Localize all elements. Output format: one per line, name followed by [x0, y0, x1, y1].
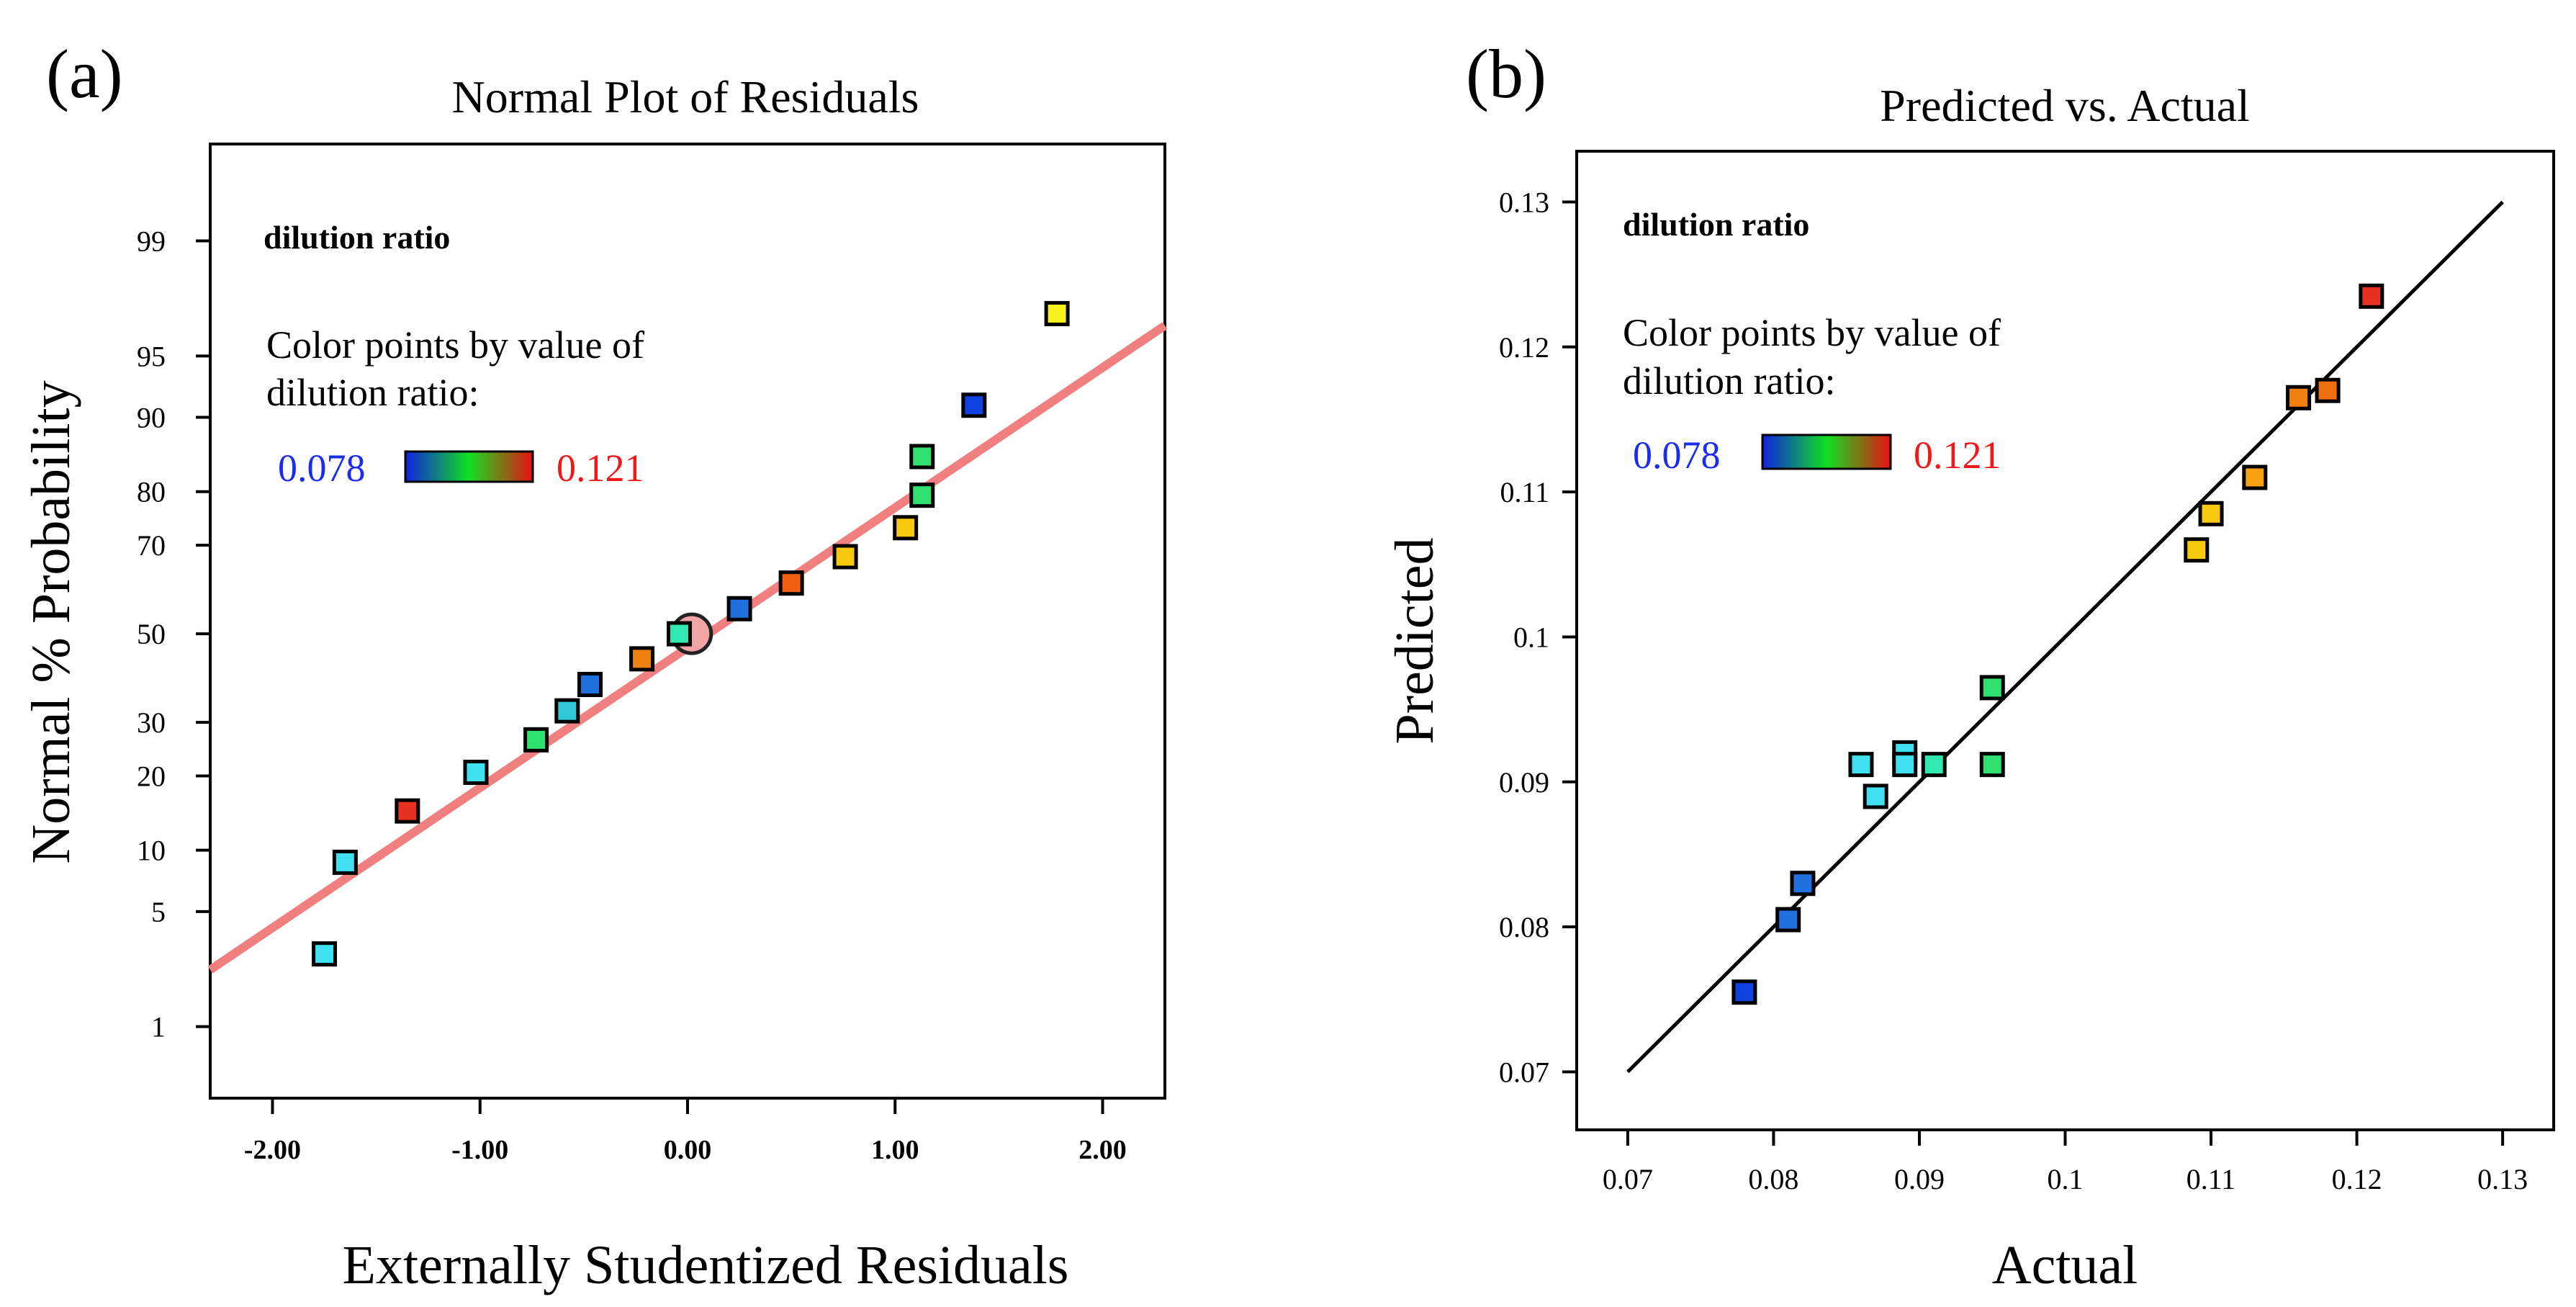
- data-point-b: [2198, 500, 2224, 526]
- data-point-b: [1979, 675, 2005, 701]
- y-tick-label-b: 0.07: [1499, 1056, 1549, 1088]
- data-point-b: [1979, 752, 2005, 778]
- y-tick-label-b: 0.12: [1499, 331, 1549, 364]
- data-point-a: [726, 596, 752, 621]
- y-tick-label-a: 10: [137, 835, 166, 867]
- data-point-b: [2242, 464, 2268, 490]
- data-point-a: [332, 849, 358, 875]
- y-axis-ticks-b: 0.07 0.08 0.09 0.1 0.11 0.12 0.13: [1499, 186, 1577, 1088]
- x-axis-title-a: Externally Studentized Residuals: [343, 1235, 1069, 1295]
- data-point-a: [312, 941, 338, 967]
- data-point-b: [2359, 283, 2384, 309]
- color-scale-bar-a: [404, 450, 534, 483]
- data-point-a: [832, 544, 858, 570]
- fit-line-b: [1626, 200, 2504, 1074]
- x-tick-label-a: 1.00: [871, 1135, 919, 1165]
- x-tick-label-b: 0.1: [2048, 1163, 2084, 1195]
- x-tick-label-b: 0.07: [1603, 1163, 1653, 1195]
- y-tick-label-a: 1: [151, 1011, 166, 1043]
- x-tick-label-b: 0.13: [2477, 1163, 2528, 1195]
- y-tick-label-a: 95: [137, 340, 166, 372]
- y-tick-label-a: 70: [137, 529, 166, 562]
- data-point-a: [629, 646, 655, 672]
- data-point-b: [1863, 783, 1888, 809]
- y-axis-title-b: Predicted: [1384, 537, 1445, 744]
- x-tick-label-b: 0.08: [1748, 1163, 1798, 1195]
- legend-max-label-b: 0.121: [1914, 434, 2001, 477]
- x-tick-label-a: -2.00: [244, 1135, 301, 1165]
- y-tick-label-b: 0.09: [1499, 766, 1549, 799]
- panel-label-a: (a): [46, 35, 123, 112]
- legend-caption-line1-a: Color points by value of: [266, 323, 644, 367]
- x-axis-ticks-b: 0.07 0.08 0.09 0.1 0.11 0.12 0.13: [1603, 1130, 2528, 1195]
- data-point-a: [909, 444, 935, 470]
- panel-label-b: (b): [1466, 35, 1546, 112]
- data-point-a: [1044, 301, 1070, 327]
- data-point-a: [463, 759, 489, 785]
- data-point-a: [577, 671, 603, 697]
- data-point-b: [1775, 907, 1801, 933]
- x-tick-label-a: -1.00: [451, 1135, 508, 1165]
- y-tick-label-b: 0.1: [1513, 621, 1549, 653]
- data-point-b: [1848, 752, 1874, 778]
- data-point-b: [1921, 752, 1947, 778]
- data-point-a: [778, 570, 804, 596]
- x-tick-label-b: 0.12: [2332, 1163, 2382, 1195]
- data-point-a: [666, 621, 692, 647]
- y-axis-title-a: Normal % Probability: [21, 380, 81, 863]
- legend-caption-line2-b: dilution ratio:: [1623, 359, 1835, 403]
- x-axis-ticks-a: -2.00 -1.00 0.00 1.00 2.00: [244, 1098, 1127, 1165]
- y-tick-label-a: 90: [137, 402, 166, 434]
- data-points-b: [1731, 283, 2384, 1005]
- y-tick-label-a: 80: [137, 476, 166, 508]
- legend-max-label-a: 0.121: [557, 446, 644, 490]
- x-tick-label-b: 0.11: [2187, 1163, 2236, 1195]
- data-point-a: [909, 482, 935, 508]
- color-scale-bar-b: [1761, 434, 1892, 470]
- data-point-b: [2315, 377, 2341, 403]
- y-tick-label-a: 99: [137, 225, 166, 258]
- legend-variable-a: dilution ratio: [264, 219, 450, 256]
- y-tick-label-a: 5: [151, 896, 166, 928]
- legend-min-label-a: 0.078: [278, 446, 366, 490]
- y-tick-label-b: 0.11: [1500, 476, 1549, 508]
- x-axis-title-b: Actual: [1992, 1235, 2138, 1295]
- data-point-b: [2184, 537, 2210, 563]
- data-point-a: [395, 798, 420, 824]
- y-tick-label-a: 20: [137, 760, 166, 792]
- y-tick-label-a: 30: [137, 706, 166, 739]
- y-tick-label-a: 50: [137, 618, 166, 650]
- data-point-a: [554, 698, 580, 724]
- legend-variable-b: dilution ratio: [1623, 206, 1809, 243]
- x-tick-label-b: 0.09: [1894, 1163, 1945, 1195]
- chart-title-b: Predicted vs. Actual: [1880, 80, 2250, 131]
- chart-title-a: Normal Plot of Residuals: [452, 71, 919, 122]
- data-point-b: [1731, 979, 1757, 1005]
- data-point-b: [1892, 752, 1918, 778]
- legend-min-label-b: 0.078: [1633, 434, 1721, 477]
- data-point-a: [523, 727, 549, 753]
- data-point-a: [961, 392, 987, 418]
- data-point-b: [1790, 871, 1816, 897]
- panel-a-normal-plot: (a) Normal Plot of Residuals -2.00 -1.00 0…: [21, 35, 1168, 1295]
- legend-caption-line1-b: Color points by value of: [1623, 311, 2001, 354]
- y-axis-ticks-a: 1 5 10 20 30 50 70 80 90 95 99: [137, 225, 210, 1043]
- y-tick-label-b: 0.08: [1499, 911, 1549, 943]
- panel-b-predicted-vs-actual: (b) Predicted vs. Actual 0.07 0.08 0.09 0.1…: [1384, 35, 2555, 1295]
- legend-caption-line2-a: dilution ratio:: [266, 371, 479, 414]
- data-points-a: [312, 301, 1070, 967]
- data-point-a: [893, 515, 919, 541]
- x-tick-label-a: 0.00: [664, 1135, 712, 1165]
- y-tick-label-b: 0.13: [1499, 186, 1549, 218]
- data-point-b: [2286, 385, 2312, 410]
- x-tick-label-a: 2.00: [1078, 1135, 1127, 1165]
